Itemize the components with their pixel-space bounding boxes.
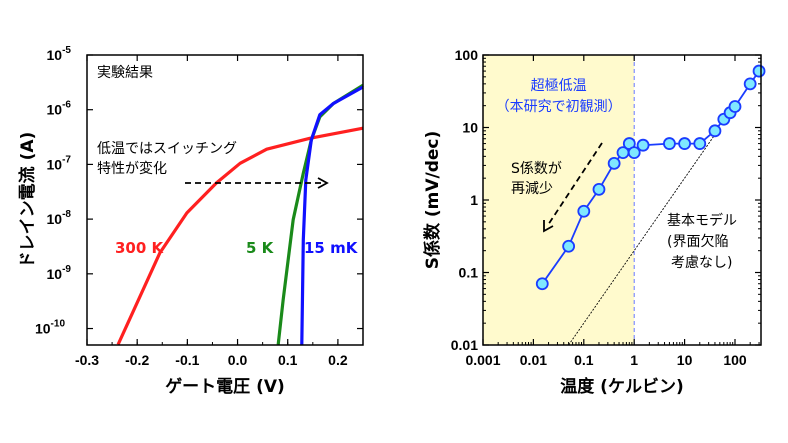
y-tick-label: 10-8 (47, 209, 72, 227)
series-label: 15 mK (304, 239, 359, 257)
y-tick-label: 10-7 (47, 154, 72, 172)
y-tick-label: 10-6 (47, 100, 72, 118)
corner-label: 実験結果 (97, 65, 153, 81)
y-tick-label: 0.01 (451, 337, 478, 353)
y-tick-label: 10-10 (35, 319, 65, 337)
data-point (693, 137, 707, 150)
model-label-line2: (界面欠陥 (667, 233, 728, 250)
model-line (568, 134, 716, 346)
data-point (708, 124, 722, 138)
region-label-line2: （本研究で初観測） (496, 98, 622, 115)
x-axis-label: ゲート電圧 (V) (165, 376, 285, 397)
y-tick-label: 10-5 (47, 45, 72, 63)
series-300-k (116, 126, 364, 346)
data-point (627, 146, 641, 160)
model-label-line3: 考慮なし) (671, 255, 732, 271)
data-point (592, 183, 606, 196)
x-tick-label: 0.001 (465, 352, 500, 368)
series-15-mk (300, 85, 364, 345)
annotation-line1: 低温ではスイッチング (97, 141, 237, 157)
y-axis-label: S係数 (mV/dec) (422, 131, 443, 270)
data-point (535, 277, 549, 291)
data-point (607, 156, 621, 170)
trend-label-line1: S係数が (511, 161, 562, 177)
x-tick-label: -0.3 (75, 352, 99, 368)
x-tick-label: 0.1 (278, 352, 298, 368)
x-tick-label: 0.1 (574, 352, 594, 368)
data-point (743, 77, 757, 91)
annotation-line2: 特性が変化 (97, 160, 167, 177)
shaded-region (483, 55, 635, 345)
arrow-head-icon (317, 177, 329, 189)
x-tick-label: -0.1 (175, 352, 199, 368)
iv-chart: -0.3 -0.2 -0.1 0.0 0.1 0.2 10-5 10-6 10-7 10-8 10-… (17, 45, 364, 397)
y-tick-label: 1 (470, 192, 478, 208)
x-axis-label: 温度 (ケルビン) (560, 376, 683, 397)
x-tick-label: 10 (677, 352, 693, 368)
trend-label-line2: 再減少 (511, 180, 553, 197)
y-tick-label: 10 (462, 120, 478, 136)
x-tick-label: 0.2 (328, 352, 348, 368)
y-tick-label: 10-9 (47, 264, 72, 282)
y-tick-label: 100 (455, 47, 479, 63)
x-tick-label: 0.01 (520, 352, 547, 368)
series-label: 5 K (246, 239, 275, 257)
plot-frame (482, 54, 762, 346)
y-axis-label: ドレイン電流 (A) (17, 132, 38, 269)
plot-frame (86, 54, 364, 346)
arrow-head-icon (543, 220, 554, 233)
model-label-line1: 基本モデル (667, 212, 737, 229)
x-tick-label: 0.0 (228, 352, 248, 368)
data-point (678, 137, 691, 150)
x-tick-label: -0.2 (125, 352, 149, 368)
data-point (636, 138, 650, 152)
data-point (752, 64, 766, 78)
x-tick-label: 1 (630, 352, 638, 368)
trend-arrow (547, 142, 603, 226)
data-point (562, 239, 576, 253)
series-5-k (276, 83, 364, 345)
x-tick-label: 100 (723, 352, 747, 368)
region-label-line1: 超極低温 (531, 78, 587, 94)
series-label: 300 K (115, 239, 165, 257)
data-point (577, 204, 591, 218)
data-point (728, 100, 742, 113)
data-point (663, 137, 676, 150)
s-factor-chart: 超極低温（本研究で初観測）0.001 0.01 0.1 1 10 1001001010.1… (422, 47, 766, 397)
y-tick-label: 0.1 (459, 265, 479, 281)
